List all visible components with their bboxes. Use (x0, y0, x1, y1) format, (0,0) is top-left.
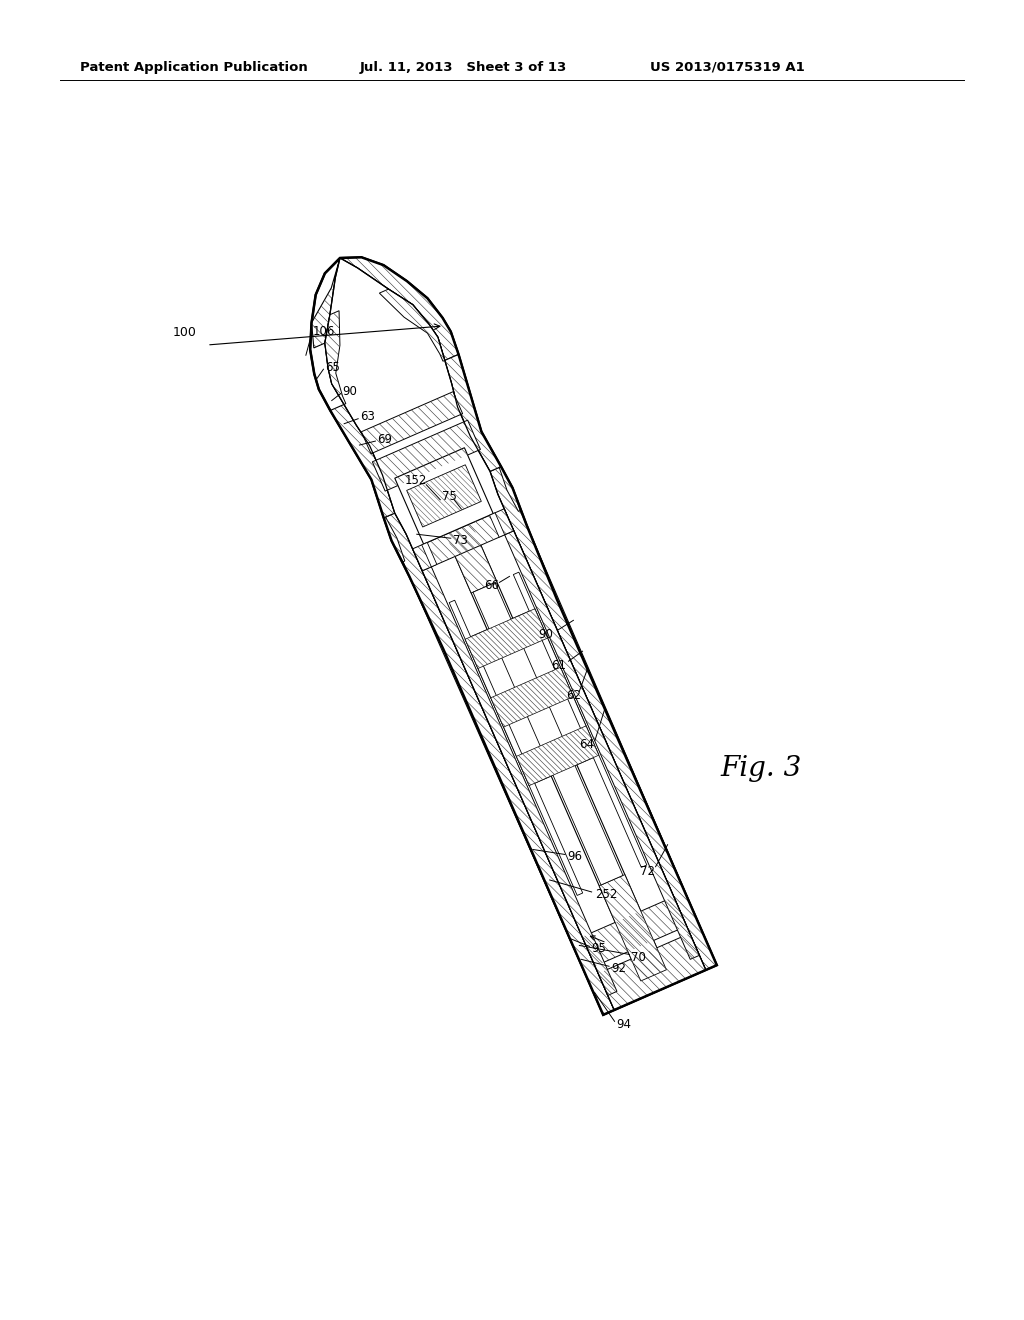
Polygon shape (500, 466, 520, 511)
Text: 152: 152 (406, 474, 427, 487)
Text: Jul. 11, 2013   Sheet 3 of 13: Jul. 11, 2013 Sheet 3 of 13 (360, 61, 567, 74)
Polygon shape (430, 487, 667, 981)
Text: 72: 72 (640, 865, 655, 878)
Text: 75: 75 (442, 491, 457, 503)
Text: 63: 63 (360, 411, 375, 424)
Polygon shape (473, 582, 623, 884)
Polygon shape (422, 543, 437, 566)
Polygon shape (331, 404, 395, 517)
Text: 95: 95 (592, 941, 606, 954)
Polygon shape (361, 392, 463, 454)
Polygon shape (422, 566, 616, 995)
Text: 70: 70 (632, 950, 646, 964)
Polygon shape (450, 601, 583, 895)
Polygon shape (513, 572, 647, 867)
Polygon shape (583, 896, 687, 966)
Text: 61: 61 (551, 659, 566, 672)
Polygon shape (505, 531, 699, 960)
Text: 65: 65 (326, 360, 340, 374)
Text: 96: 96 (567, 850, 582, 863)
Text: Patent Application Publication: Patent Application Publication (80, 61, 308, 74)
Text: 94: 94 (616, 1018, 632, 1031)
Polygon shape (516, 726, 599, 785)
Polygon shape (384, 517, 404, 562)
Text: 62: 62 (566, 689, 581, 702)
Text: 69: 69 (378, 433, 392, 446)
Polygon shape (311, 257, 459, 360)
Polygon shape (598, 933, 706, 1010)
Polygon shape (490, 466, 717, 970)
Text: 252: 252 (595, 888, 617, 902)
Text: 106: 106 (313, 325, 335, 338)
Polygon shape (413, 508, 514, 570)
Polygon shape (395, 447, 494, 544)
Polygon shape (384, 513, 614, 1015)
Polygon shape (465, 609, 599, 785)
Text: Fig. 3: Fig. 3 (720, 755, 801, 781)
Polygon shape (599, 875, 667, 981)
Polygon shape (373, 420, 480, 491)
Polygon shape (444, 354, 501, 471)
Text: 92: 92 (611, 962, 626, 974)
Polygon shape (430, 487, 497, 593)
Text: 90: 90 (538, 628, 553, 640)
Text: 100: 100 (173, 326, 197, 338)
Polygon shape (407, 465, 481, 527)
Polygon shape (465, 609, 548, 668)
Polygon shape (325, 310, 346, 404)
Polygon shape (325, 257, 706, 1010)
Text: 73: 73 (453, 533, 468, 546)
Polygon shape (379, 289, 444, 362)
Text: US 2013/0175319 A1: US 2013/0175319 A1 (650, 61, 805, 74)
Polygon shape (310, 257, 717, 1015)
Polygon shape (490, 668, 573, 727)
Text: 90: 90 (343, 385, 357, 399)
Polygon shape (489, 512, 505, 537)
Text: 66: 66 (484, 579, 499, 591)
Text: 64: 64 (580, 738, 595, 751)
